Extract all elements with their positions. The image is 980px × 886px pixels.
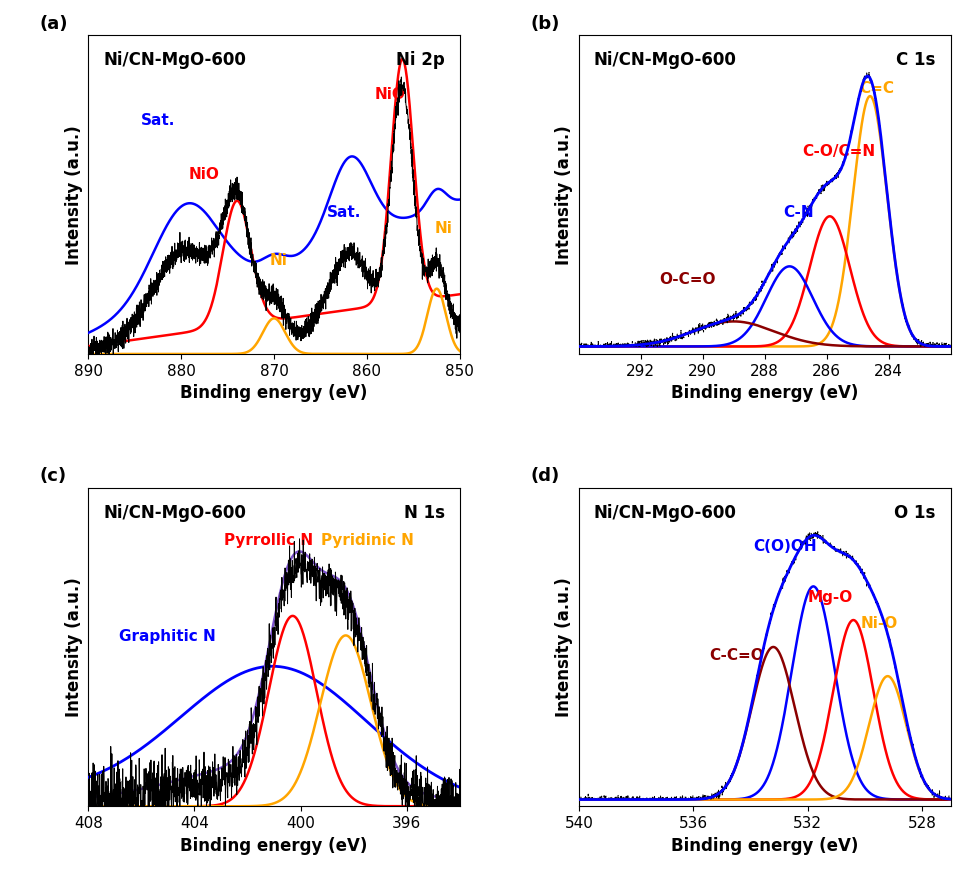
Text: Sat.: Sat. <box>326 205 361 220</box>
Text: Ni: Ni <box>270 253 288 268</box>
Text: Ni/CN-MgO-600: Ni/CN-MgO-600 <box>103 503 246 522</box>
Text: C-C=O: C-C=O <box>709 648 763 663</box>
Y-axis label: Intensity (a.u.): Intensity (a.u.) <box>556 125 573 265</box>
Y-axis label: Intensity (a.u.): Intensity (a.u.) <box>556 577 573 717</box>
Text: (b): (b) <box>530 15 560 33</box>
Text: Graphitic N: Graphitic N <box>120 629 217 643</box>
Text: Ni-O: Ni-O <box>860 616 898 631</box>
Text: Ni/CN-MgO-600: Ni/CN-MgO-600 <box>594 51 737 69</box>
Text: (d): (d) <box>530 468 560 486</box>
Text: Pyridinic N: Pyridinic N <box>320 533 414 548</box>
Text: Ni/CN-MgO-600: Ni/CN-MgO-600 <box>103 51 246 69</box>
X-axis label: Binding energy (eV): Binding energy (eV) <box>671 385 858 402</box>
Text: C(O)OH: C(O)OH <box>753 540 816 555</box>
Text: C-O/C=N: C-O/C=N <box>803 144 876 159</box>
X-axis label: Binding energy (eV): Binding energy (eV) <box>180 836 368 854</box>
Text: C-N: C-N <box>783 205 814 220</box>
Text: O-C=O: O-C=O <box>659 272 715 287</box>
Text: Mg-O: Mg-O <box>808 590 854 605</box>
Text: (c): (c) <box>40 468 67 486</box>
Y-axis label: Intensity (a.u.): Intensity (a.u.) <box>65 577 82 717</box>
Text: Ni: Ni <box>434 221 452 236</box>
Text: N 1s: N 1s <box>404 503 445 522</box>
X-axis label: Binding energy (eV): Binding energy (eV) <box>180 385 368 402</box>
Text: C=C: C=C <box>858 81 894 96</box>
Text: Sat.: Sat. <box>141 113 175 128</box>
Text: Ni/CN-MgO-600: Ni/CN-MgO-600 <box>594 503 737 522</box>
Text: (a): (a) <box>40 15 69 33</box>
Text: O 1s: O 1s <box>895 503 936 522</box>
Text: NiO: NiO <box>189 167 220 182</box>
Text: C 1s: C 1s <box>897 51 936 69</box>
Text: Ni 2p: Ni 2p <box>396 51 445 69</box>
Text: Pyrrollic N: Pyrrollic N <box>224 533 314 548</box>
X-axis label: Binding energy (eV): Binding energy (eV) <box>671 836 858 854</box>
Text: NiO: NiO <box>374 87 406 102</box>
Y-axis label: Intensity (a.u.): Intensity (a.u.) <box>65 125 82 265</box>
